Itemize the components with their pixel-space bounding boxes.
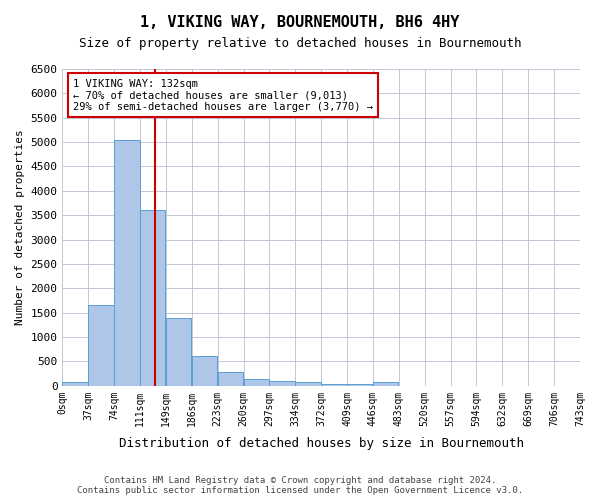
Bar [88,306,113,386]
Bar [218,372,243,386]
Bar [244,379,269,386]
Bar [166,318,191,386]
X-axis label: Distribution of detached houses by size in Bournemouth: Distribution of detached houses by size … [119,437,524,450]
Bar [192,356,217,386]
Bar [269,381,295,386]
Text: 1 VIKING WAY: 132sqm
← 70% of detached houses are smaller (9,013)
29% of semi-de: 1 VIKING WAY: 132sqm ← 70% of detached h… [73,78,373,112]
Bar [295,382,320,386]
Bar [140,210,166,386]
Y-axis label: Number of detached properties: Number of detached properties [15,130,25,326]
Text: 1, VIKING WAY, BOURNEMOUTH, BH6 4HY: 1, VIKING WAY, BOURNEMOUTH, BH6 4HY [140,15,460,30]
Text: Size of property relative to detached houses in Bournemouth: Size of property relative to detached ho… [79,38,521,51]
Bar [62,382,88,386]
Text: Contains HM Land Registry data © Crown copyright and database right 2024.
Contai: Contains HM Land Registry data © Crown c… [77,476,523,495]
Bar [321,384,347,386]
Bar [373,382,398,386]
Bar [114,140,140,386]
Bar [347,384,373,386]
